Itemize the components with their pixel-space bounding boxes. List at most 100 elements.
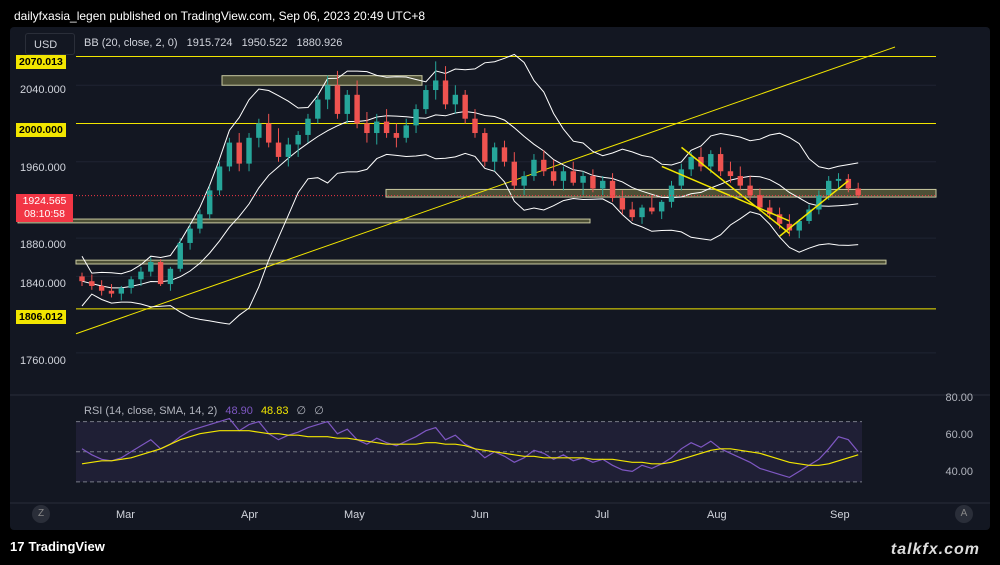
candle-body (649, 207, 655, 212)
level-tag: 1806.012 (16, 310, 66, 324)
candle-body (265, 123, 272, 143)
candle-body (462, 94, 468, 119)
candle-body (501, 147, 508, 162)
candle-body (383, 121, 390, 134)
candle-body (541, 159, 547, 172)
candle-body (98, 285, 105, 291)
candle-body (187, 228, 193, 243)
candle-body (315, 99, 321, 119)
level-tag: 2000.000 (16, 123, 66, 137)
candle-body (580, 176, 586, 183)
candle-body (295, 134, 301, 145)
wedge-upper-line (681, 146, 790, 234)
candle-body (89, 281, 95, 286)
support-resistance-zone (75, 259, 887, 265)
rsi-axis-label: 80.00 (945, 392, 973, 404)
candle-body (344, 94, 350, 114)
candle-body (354, 94, 360, 124)
candle-body (207, 190, 213, 215)
candle-body (167, 268, 174, 285)
bb-lower-band (81, 152, 859, 325)
candle-body (767, 207, 773, 215)
candle-body (786, 223, 793, 231)
auto-scale-button[interactable]: A (955, 505, 973, 523)
candle-body (796, 220, 802, 231)
time-axis-label: Apr (241, 509, 259, 521)
rsi-legend-sma: 48.83 (260, 405, 289, 417)
tradingview-logo-text: TradingView (28, 539, 105, 554)
price-axis-label: 1760.000 (20, 355, 66, 367)
bb-legend-upper: 1950.522 (241, 37, 288, 49)
candle-body (531, 159, 537, 177)
time-axis-label: Jun (471, 509, 489, 521)
candle-body (855, 188, 861, 196)
candle-body (374, 121, 380, 134)
candle-body (216, 166, 223, 191)
candle-body (708, 154, 714, 167)
current-price-value: 1924.565 (22, 195, 67, 207)
candle-body (256, 123, 262, 138)
current-price-tag: 1924.565 08:10:58 (16, 194, 73, 222)
candle-body (570, 171, 576, 183)
chart-frame[interactable]: USD BB (20, close, 2, 0) 1915.724 1950.5… (10, 27, 990, 530)
candle-body (747, 185, 753, 196)
candle-body (472, 118, 478, 134)
rsi-legend-v4: ∅ (314, 405, 324, 417)
zoom-reset-button[interactable]: Z (32, 505, 50, 523)
candle-body (452, 94, 459, 105)
candle-body (138, 271, 144, 280)
rsi-legend[interactable]: RSI (14, close, SMA, 14, 2) 48.90 48.83 … (84, 404, 329, 417)
tradingview-logo[interactable]: 17 TradingView (10, 539, 105, 554)
candle-body (776, 214, 783, 224)
time-axis-label: May (344, 509, 365, 521)
candle-body (658, 201, 665, 212)
rsi-legend-name: RSI (14, close, SMA, 14, 2) (84, 405, 218, 417)
candle-body (364, 123, 370, 134)
candle-body (806, 209, 812, 221)
footer-bar (10, 530, 990, 565)
candle-body (619, 198, 626, 210)
rsi-legend-v3: ∅ (296, 405, 307, 417)
candle-body (285, 144, 292, 157)
candle-body (275, 142, 282, 157)
candle-body (305, 118, 311, 135)
rsi-axis-label: 40.00 (945, 466, 973, 478)
candle-body (128, 279, 134, 288)
candle-body (560, 171, 567, 181)
time-axis-label: Aug (707, 509, 727, 521)
candle-body (334, 85, 341, 114)
breakout-line (779, 180, 849, 237)
candle-body (118, 287, 125, 294)
currency-button[interactable]: USD (25, 33, 75, 55)
bb-legend-lower: 1880.926 (296, 37, 343, 49)
candle-body (226, 142, 233, 167)
candle-body (157, 262, 164, 285)
support-resistance-zone (17, 218, 591, 224)
chart-canvas[interactable] (10, 27, 990, 530)
site-watermark: talkfx.com (890, 541, 980, 558)
candle-body (393, 133, 400, 138)
candle-body (423, 90, 429, 110)
candle-body (629, 209, 635, 218)
candle-body (432, 80, 439, 91)
candle-body (324, 85, 331, 100)
candle-body (727, 171, 734, 177)
candle-body (521, 176, 527, 186)
candle-body (609, 180, 616, 199)
candle-body (825, 180, 832, 196)
time-axis-label: Jul (595, 509, 610, 521)
rsi-legend-value: 48.90 (225, 405, 253, 417)
wedge-lower-line (661, 165, 790, 222)
price-axis-label: 1840.000 (20, 278, 66, 290)
tradingview-mark-icon: 17 (10, 539, 25, 554)
candle-body (246, 137, 252, 164)
candle-body (413, 109, 419, 126)
candle-body (698, 156, 704, 167)
candle-body (737, 176, 743, 186)
candle-body (717, 154, 724, 172)
rsi-sma-line (81, 430, 859, 466)
candle-body (482, 133, 488, 162)
bb-legend[interactable]: BB (20, close, 2, 0) 1915.724 1950.522 1… (84, 37, 348, 49)
trendline (75, 46, 896, 335)
